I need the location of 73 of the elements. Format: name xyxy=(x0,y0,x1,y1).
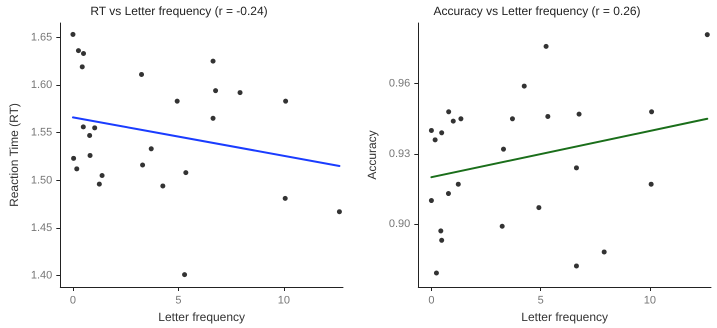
x-tick-label: 10 xyxy=(644,294,656,306)
y-tick-label: 0.90 xyxy=(388,218,410,230)
point xyxy=(213,88,218,94)
point xyxy=(649,109,654,114)
x-tick-label: 10 xyxy=(278,294,290,306)
point xyxy=(87,132,92,138)
x-tick-label: 0 xyxy=(70,294,76,306)
y-tick-label: 0.96 xyxy=(388,78,410,90)
point xyxy=(182,272,188,278)
point xyxy=(438,228,444,234)
y-tick-label: 1.45 xyxy=(30,222,52,234)
point xyxy=(92,125,98,130)
point xyxy=(428,198,434,204)
y-tick-label: 1.60 xyxy=(30,78,52,91)
point xyxy=(439,238,444,243)
point xyxy=(446,191,451,196)
point xyxy=(210,58,216,64)
point xyxy=(574,165,579,170)
point xyxy=(439,130,444,136)
point xyxy=(432,137,438,142)
point xyxy=(576,112,582,117)
chart-title: RT vs Letter frequency (r = -0.24) xyxy=(90,4,268,18)
x-tick-label: 5 xyxy=(175,294,182,306)
point xyxy=(174,98,180,104)
chart-title: Accuracy vs Letter frequency (r = 0.26) xyxy=(433,4,641,18)
point xyxy=(183,170,188,176)
x-axis-title: Letter frequency xyxy=(158,310,246,324)
point xyxy=(336,209,342,214)
point xyxy=(81,51,86,56)
point xyxy=(500,224,505,229)
x-axis-title: Letter frequency xyxy=(521,310,608,324)
y-tick-label: 1.55 xyxy=(30,126,52,139)
point xyxy=(510,116,515,122)
point xyxy=(74,166,80,172)
x-tick-label: 0 xyxy=(428,294,434,306)
point xyxy=(283,98,288,104)
point xyxy=(536,205,542,210)
point xyxy=(574,263,579,268)
point xyxy=(238,90,243,96)
point xyxy=(458,116,464,122)
point xyxy=(434,270,439,276)
y-tick-label: 1.50 xyxy=(30,174,52,186)
point xyxy=(71,156,76,161)
y-tick-label: 0.93 xyxy=(388,148,410,160)
point xyxy=(602,249,607,254)
point xyxy=(139,72,144,77)
y-tick-label: 1.65 xyxy=(30,31,52,44)
point xyxy=(96,182,102,187)
point xyxy=(450,118,456,124)
point xyxy=(545,114,550,119)
point xyxy=(80,124,86,130)
point xyxy=(648,182,654,187)
point xyxy=(76,48,81,54)
point xyxy=(88,152,93,158)
y-axis-title: Reaction Time (RT) xyxy=(7,103,21,207)
y-axis-title: Accuracy xyxy=(365,130,379,180)
point xyxy=(456,182,461,187)
point xyxy=(501,146,506,152)
point xyxy=(522,84,527,89)
point xyxy=(704,32,710,38)
point xyxy=(210,116,216,121)
x-tick-label: 5 xyxy=(538,294,544,306)
point xyxy=(148,146,154,152)
point xyxy=(70,32,76,37)
point xyxy=(80,64,85,70)
point xyxy=(100,172,105,178)
y-tick-label: 1.40 xyxy=(30,270,52,282)
point xyxy=(282,196,288,201)
point xyxy=(140,162,146,168)
point xyxy=(544,44,549,49)
point xyxy=(446,109,452,114)
point xyxy=(160,183,166,188)
point xyxy=(428,128,434,133)
